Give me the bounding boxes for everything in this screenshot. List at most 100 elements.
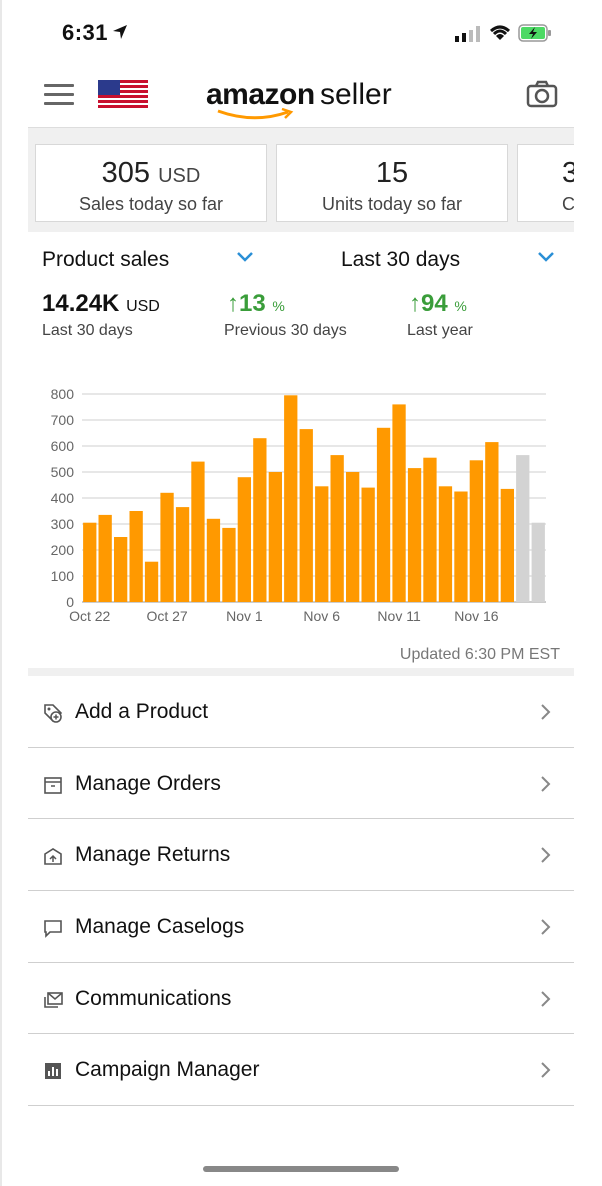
camera-icon[interactable]	[526, 80, 558, 108]
y-tick-label: 100	[51, 568, 75, 584]
up-arrow-icon: ↑	[409, 290, 421, 317]
chart-bar[interactable]	[83, 522, 97, 602]
menu-label: Manage Returns	[75, 843, 231, 867]
stat-prev-unit: %	[272, 298, 285, 314]
chart-bar[interactable]	[376, 427, 391, 602]
amazon-smile-icon	[217, 108, 294, 120]
x-tick-label: Oct 22	[69, 608, 110, 624]
chart-bar[interactable]	[144, 561, 159, 602]
chart-bar[interactable]	[454, 491, 468, 603]
chart-bar[interactable]	[206, 518, 221, 602]
chart-bar[interactable]	[114, 537, 128, 602]
chevron-right-icon	[541, 704, 551, 720]
x-tick-label: Nov 11	[377, 608, 421, 624]
chevron-right-icon	[541, 847, 551, 864]
home-indicator[interactable]	[203, 1166, 399, 1172]
menu-item-manage-returns[interactable]: Manage Returns	[28, 819, 574, 892]
chart-bar[interactable]	[531, 522, 545, 602]
chart-bar[interactable]	[160, 492, 174, 602]
chart-bar[interactable]	[299, 429, 313, 602]
chart-bar[interactable]	[438, 486, 453, 602]
kpi-units-value: 15	[375, 157, 409, 189]
chevron-down-icon[interactable]	[537, 251, 555, 263]
menu-label: Manage Caselogs	[75, 915, 245, 939]
up-arrow-icon: ↑	[227, 290, 239, 317]
stat-prev-label: Previous 30 days	[224, 322, 347, 339]
chart-bar[interactable]	[500, 488, 514, 602]
chart-bar[interactable]	[516, 455, 530, 602]
stat-year-value: 94	[421, 290, 448, 317]
app-header: amazon seller	[28, 66, 574, 128]
period-dropdown[interactable]: Last 30 days	[341, 248, 461, 271]
chevron-right-icon	[541, 991, 551, 1007]
chart-bar[interactable]	[191, 461, 205, 602]
menu-label: Add a Product	[75, 700, 209, 723]
status-time: 6:31	[62, 20, 109, 45]
stat-year: ↑94 %	[409, 290, 467, 318]
kpi-units-label: Units today so far	[321, 194, 463, 214]
chart-bar[interactable]	[485, 442, 499, 602]
stat-year-label: Last year	[407, 322, 473, 339]
menu-item-communications[interactable]: Communications	[28, 963, 574, 1035]
x-tick-label: Nov 16	[454, 608, 499, 624]
y-tick-label: 800	[51, 386, 75, 402]
chevron-down-icon[interactable]	[236, 251, 254, 263]
metric-dropdown[interactable]: Product sales	[42, 248, 170, 271]
tag-add-icon	[44, 704, 63, 723]
chart-bar[interactable]	[284, 395, 298, 602]
y-tick-label: 200	[51, 542, 75, 558]
x-tick-label: Oct 27	[146, 608, 187, 624]
logo-seller-text: seller	[320, 78, 392, 111]
y-tick-label: 500	[51, 464, 75, 480]
kpi-carousel[interactable]: 305 USD Sales today so far 15 Units toda…	[28, 128, 574, 232]
messages-icon	[44, 991, 63, 1008]
chart-bar[interactable]	[237, 477, 251, 602]
chart-bar[interactable]	[98, 514, 112, 602]
kpi-card-partial[interactable]: 3 C	[517, 144, 574, 222]
sales-bar-chart[interactable]: 0 100 200 300 400 500 600 700 800 Oct 22 Oct 27 Nov…	[28, 380, 574, 630]
hamburger-menu-icon[interactable]	[44, 84, 74, 106]
cellular-signal-icon	[455, 26, 480, 42]
y-tick-label: 400	[51, 490, 75, 506]
wifi-icon	[490, 25, 510, 40]
chart-bar[interactable]	[315, 486, 329, 602]
updated-timestamp: Updated 6:30 PM EST	[399, 646, 560, 663]
chart-bar[interactable]	[423, 457, 437, 602]
chart-bar[interactable]	[392, 404, 406, 602]
menu-label: Manage Orders	[75, 771, 221, 795]
x-tick-label: Nov 1	[226, 608, 263, 624]
chevron-right-icon	[541, 1062, 551, 1079]
chart-bar[interactable]	[268, 472, 282, 602]
stat-prev: ↑13 %	[227, 290, 285, 318]
chart-bar[interactable]	[330, 455, 344, 602]
action-menu: Add a Product Manage Orders Manage Retur…	[28, 676, 574, 1107]
menu-label: Communications	[75, 986, 232, 1010]
chart-bar[interactable]	[407, 468, 422, 602]
kpi-card-sales[interactable]: 305 USD Sales today so far	[35, 144, 267, 222]
chart-bar[interactable]	[361, 487, 375, 602]
chart-bar[interactable]	[222, 527, 236, 602]
us-flag-icon[interactable]	[98, 80, 148, 110]
menu-item-manage-caselogs[interactable]: Manage Caselogs	[28, 891, 574, 963]
chat-bubble-icon	[44, 920, 62, 938]
amazon-seller-logo: amazon seller	[206, 74, 406, 124]
chart-bar[interactable]	[469, 460, 483, 602]
status-bar: 6:31	[0, 0, 602, 66]
stat-total-unit: USD	[126, 298, 160, 315]
x-tick-label: Nov 6	[303, 608, 340, 624]
menu-item-campaign-manager[interactable]: Campaign Manager	[28, 1034, 574, 1107]
section-divider	[28, 668, 574, 676]
stat-total: 14.24K USD	[42, 290, 160, 318]
menu-item-add-product[interactable]: Add a Product	[28, 676, 574, 748]
y-tick-label: 0	[66, 594, 74, 610]
kpi-card-units[interactable]: 15 Units today so far	[276, 144, 508, 222]
menu-item-manage-orders[interactable]: Manage Orders	[28, 748, 574, 820]
battery-charging-icon	[518, 24, 551, 42]
chart-bar[interactable]	[175, 507, 190, 602]
kpi-sales-unit: USD	[158, 165, 201, 187]
y-tick-label: 700	[51, 412, 75, 428]
menu-label: Campaign Manager	[75, 1058, 260, 1082]
chart-bar[interactable]	[346, 472, 360, 602]
chart-bar[interactable]	[129, 511, 143, 602]
chart-bar[interactable]	[253, 438, 267, 602]
